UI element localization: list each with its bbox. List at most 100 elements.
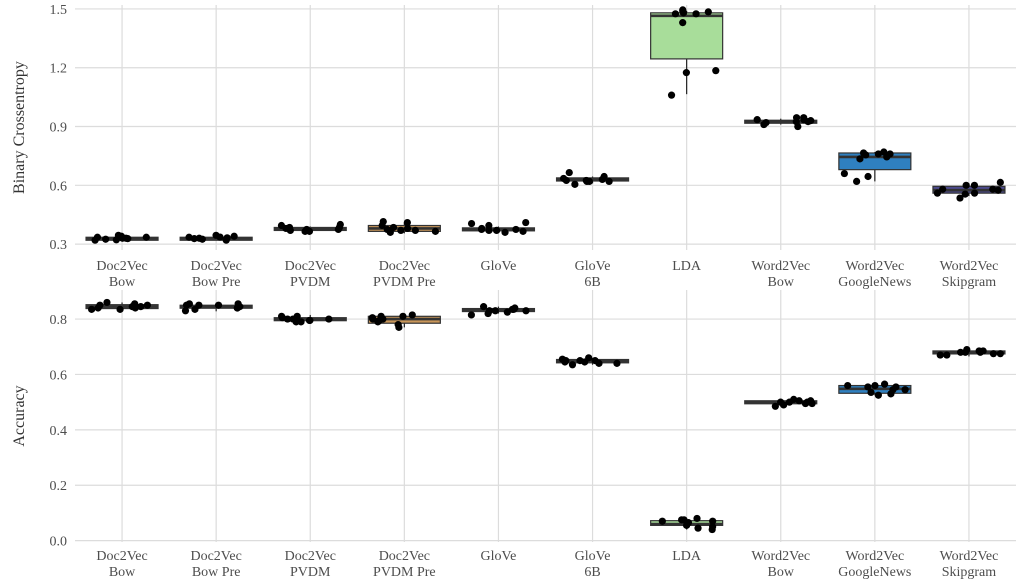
data-point [403, 224, 412, 233]
data-point [956, 194, 964, 202]
data-point [512, 225, 520, 234]
data-point [467, 219, 476, 228]
x-category-sublabel: GoogleNews [838, 275, 911, 290]
y-tick-label: 0.6 [50, 179, 68, 194]
data-point [800, 116, 808, 124]
data-point [181, 307, 190, 315]
x-category-sublabel: PVDM [290, 565, 331, 580]
accuracy-panel: 0.00.20.40.60.8AccuracyDoc2VecBowDoc2Vec… [11, 290, 1016, 580]
x-category-label: Doc2Vec [379, 259, 430, 274]
data-point [682, 69, 690, 77]
data-point [963, 345, 971, 354]
data-point [874, 150, 882, 158]
data-point [479, 303, 488, 311]
box-8 [838, 152, 912, 171]
data-point [230, 232, 238, 240]
data-point [411, 226, 419, 234]
data-point [191, 305, 199, 313]
data-point [679, 6, 687, 14]
data-point [485, 221, 493, 230]
data-point [96, 301, 104, 309]
data-point [704, 8, 712, 16]
y-tick-label: 0.4 [50, 424, 68, 439]
x-category-label: Word2Vec [751, 259, 810, 274]
data-point [864, 383, 872, 391]
x-category-sublabel: Bow [768, 565, 795, 580]
data-point [375, 316, 383, 325]
data-point [880, 380, 889, 388]
data-point [682, 521, 691, 529]
x-category-label: Doc2Vec [96, 259, 147, 274]
data-point [996, 178, 1004, 186]
y-tick-label: 0.6 [50, 368, 68, 383]
data-point [395, 323, 403, 331]
data-point [600, 172, 608, 181]
data-point [583, 177, 591, 185]
data-point [565, 168, 573, 177]
data-point [102, 235, 110, 243]
x-category-label: Word2Vec [940, 259, 999, 274]
x-category-label: Doc2Vec [285, 259, 336, 274]
data-point [976, 348, 984, 356]
x-category-label: GloVe [481, 549, 517, 564]
data-point [501, 228, 509, 236]
data-point [874, 391, 882, 399]
data-point [492, 226, 501, 234]
data-point [301, 227, 309, 235]
x-category-sublabel: PVDM Pre [373, 565, 436, 580]
y-tick-label: 0.2 [50, 479, 68, 494]
data-point [605, 177, 613, 185]
data-point [234, 300, 242, 308]
x-category-label: LDA [672, 549, 702, 564]
data-point [856, 155, 864, 163]
data-point [522, 218, 530, 227]
data-point [431, 227, 440, 235]
data-point [118, 234, 127, 242]
x-category-sublabel: Skipgram [942, 275, 997, 290]
x-category-label: GloVe [575, 259, 611, 274]
x-category-sublabel: PVDM Pre [373, 275, 436, 290]
data-point [128, 303, 136, 311]
x-category-sublabel: Bow Pre [192, 275, 241, 290]
data-point [503, 308, 511, 316]
x-category-label: Word2Vec [845, 259, 904, 274]
data-point [970, 189, 979, 197]
data-point [933, 189, 941, 197]
data-point [753, 116, 761, 124]
x-category-label: GloVe [481, 259, 517, 274]
y-tick-label: 1.2 [50, 62, 68, 77]
data-point [581, 358, 589, 366]
data-point [889, 386, 897, 394]
data-point [559, 174, 568, 183]
data-point [571, 180, 579, 188]
data-point [785, 398, 794, 406]
x-category-label: Word2Vec [845, 549, 904, 564]
data-point [808, 399, 816, 408]
x-category-label: Doc2Vec [285, 549, 336, 564]
data-point [708, 525, 716, 534]
data-point [142, 233, 150, 241]
x-category-sublabel: GoogleNews [838, 565, 911, 580]
x-category-label: Doc2Vec [190, 259, 241, 274]
data-point [762, 119, 770, 127]
data-point [956, 348, 965, 356]
data-point [795, 397, 803, 405]
data-point [124, 235, 132, 243]
data-point [223, 234, 231, 242]
data-point [399, 312, 407, 320]
data-point [613, 359, 621, 367]
data-point [867, 388, 875, 397]
data-point [143, 301, 152, 309]
data-point [862, 151, 870, 159]
data-point [989, 185, 997, 193]
data-point [591, 357, 599, 365]
y-axis-label: Binary Crossentropy [11, 61, 28, 194]
data-point [467, 311, 475, 319]
x-category-sublabel: 6B [584, 565, 600, 580]
data-point [397, 226, 405, 234]
data-point [792, 114, 801, 122]
data-point [794, 122, 802, 131]
data-point [408, 311, 416, 319]
data-point [712, 67, 720, 75]
x-category-label: LDA [672, 259, 702, 274]
